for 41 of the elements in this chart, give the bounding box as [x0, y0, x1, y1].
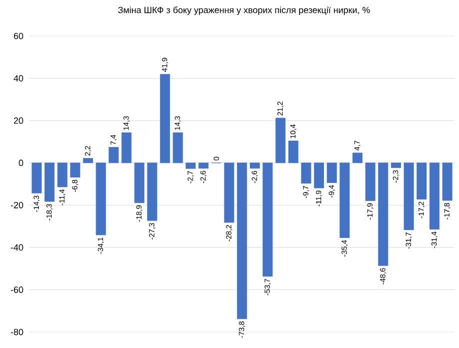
y-tick-label: -60: [10, 286, 24, 293]
bar: [262, 162, 273, 277]
bar: [416, 162, 427, 200]
bar: [96, 162, 106, 236]
bar: [83, 158, 94, 164]
bar: [301, 162, 312, 184]
y-tick-label: -80: [10, 328, 24, 336]
y-tick-label: 40: [14, 75, 24, 82]
bar: [224, 162, 234, 223]
bar: [352, 152, 362, 164]
bar: [172, 132, 183, 164]
bar: [365, 162, 376, 201]
chart-title: Зміна ШКФ з боку ураження у хворих після резекції нирки, %: [118, 6, 370, 15]
bar: [160, 74, 170, 164]
bar: [390, 162, 401, 168]
bar: [276, 118, 286, 164]
bar: [108, 147, 119, 164]
bar: [340, 162, 350, 238]
bar: [147, 162, 158, 221]
bar: [442, 162, 452, 201]
y-tick-label: 20: [14, 117, 24, 124]
bar: [134, 162, 144, 204]
y-tick-label: -40: [10, 244, 24, 251]
bar: [32, 162, 42, 194]
y-tick-label: 60: [14, 32, 24, 40]
bar: [404, 162, 414, 230]
bar: [57, 162, 68, 188]
bar: [122, 132, 132, 164]
y-tick-label: 0: [18, 160, 24, 166]
bar: [186, 162, 196, 169]
bar: [378, 162, 388, 266]
bar: [250, 162, 260, 169]
bar: [288, 140, 298, 164]
bar: [314, 162, 324, 188]
bar: [237, 162, 248, 320]
bar: [44, 162, 55, 202]
bar: [198, 162, 209, 169]
bar: [70, 162, 80, 178]
bar: [326, 162, 337, 183]
y-tick-label: -20: [10, 202, 24, 208]
bar: [429, 162, 440, 230]
